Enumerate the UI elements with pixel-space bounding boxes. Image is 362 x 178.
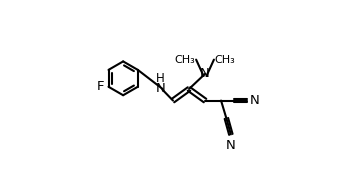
Text: CH₃: CH₃ xyxy=(215,55,236,65)
Text: H: H xyxy=(156,72,165,85)
Text: N: N xyxy=(200,67,210,80)
Text: N: N xyxy=(250,94,260,107)
Text: N: N xyxy=(226,139,236,152)
Text: CH₃: CH₃ xyxy=(174,55,195,65)
Text: F: F xyxy=(97,80,104,93)
Text: N: N xyxy=(156,82,165,96)
